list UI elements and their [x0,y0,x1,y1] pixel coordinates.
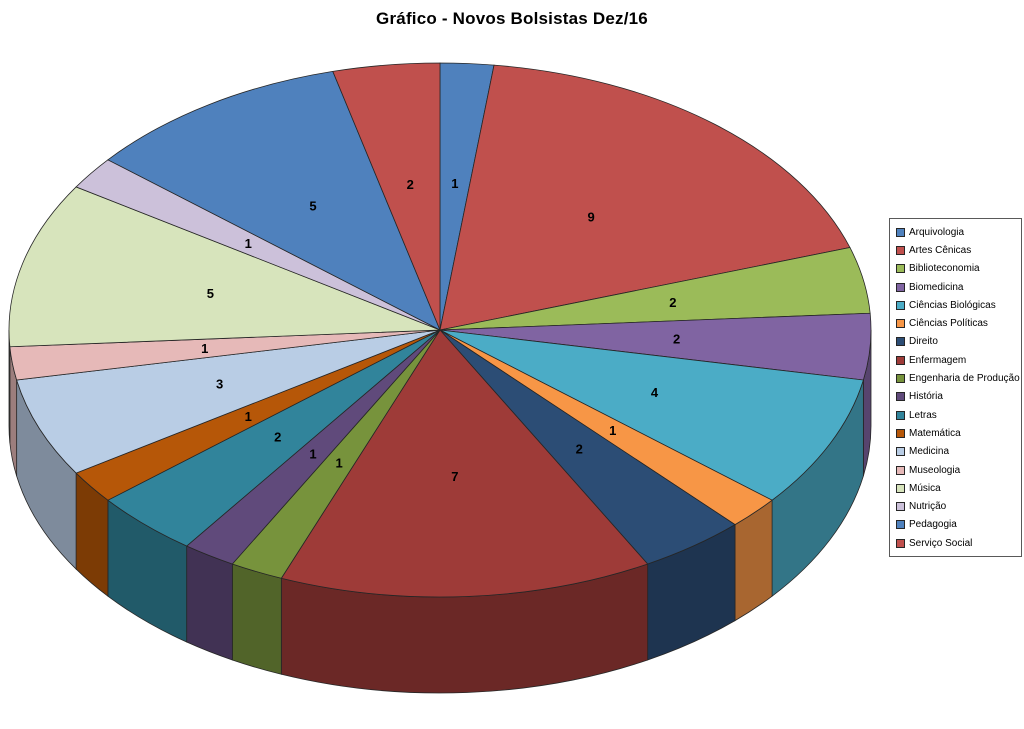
legend-label: Letras [909,409,937,421]
pie-slice[interactable] [107,70,441,331]
pie-data-label: 2 [576,441,583,456]
legend-item[interactable]: Biomedicina [896,278,1019,296]
legend-swatch [896,447,905,457]
legend-label: Direito [909,336,938,348]
pie-data-label: 4 [651,385,659,400]
legend-swatch [896,319,905,329]
legend-swatch [896,337,905,347]
legend-item[interactable]: Engenharia de Produção [896,369,1020,387]
legend-swatch [896,392,905,402]
legend-swatch [896,502,905,512]
pie-data-label: 1 [451,176,458,191]
legend-swatch [896,538,905,548]
pie-data-label: 3 [216,377,223,392]
legend-swatch [896,227,905,237]
legend-swatch [896,465,905,475]
legend-label: Pedagogia [909,519,957,531]
legend-label: Museologia [909,464,961,476]
legend-item[interactable]: Museologia [896,461,1019,479]
legend-label: Matemática [909,427,961,439]
pie-slice[interactable] [16,329,441,474]
legend-item[interactable]: Letras [896,406,1019,424]
legend-label: Arquivologia [909,226,965,238]
legend-swatch [896,282,905,292]
pie-slice[interactable] [8,186,441,348]
pie-data-label: 5 [309,199,316,214]
legend-label: Ciências Políticas [909,318,988,330]
legend-item[interactable]: Artes Cênicas [896,241,1019,259]
pie-data-label: 1 [201,341,208,356]
legend-item[interactable]: Ciências Políticas [896,314,1019,332]
pie-slice-side[interactable] [186,545,233,661]
chart-legend: Arquivologia Artes Cênicas Biblioteconomia… [889,218,1022,558]
legend-item[interactable]: Matemática [896,424,1019,442]
legend-label: Biomedicina [909,281,964,293]
legend-swatch [896,520,905,530]
legend-item[interactable]: Pedagogia [896,516,1019,534]
pie-data-label: 1 [609,423,616,438]
legend-label: História [909,391,943,403]
legend-label: Serviço Social [909,537,973,549]
legend-item[interactable]: História [896,388,1019,406]
pie-data-label: 2 [407,177,414,192]
legend-item[interactable]: Enfermagem [896,351,1019,369]
legend-item[interactable]: Biblioteconomia [896,260,1019,278]
legend-item[interactable]: Direito [896,333,1019,351]
pie-data-label: 2 [669,295,676,310]
legend-item[interactable]: Ciências Biológicas [896,296,1019,314]
legend-label: Engenharia de Produção [909,373,1020,385]
legend-swatch [896,374,905,384]
legend-swatch [896,483,905,493]
legend-label: Artes Cênicas [909,244,972,256]
legend-label: Ciências Biológicas [909,299,996,311]
pie-data-label: 1 [309,447,316,462]
legend-swatch [896,428,905,438]
pie-data-label: 1 [335,455,342,470]
pie-data-label: 1 [245,409,252,424]
legend-swatch [896,264,905,274]
pie-slice[interactable] [439,64,851,331]
legend-label: Música [909,482,941,494]
pie-slice-side[interactable] [231,563,282,675]
legend-item[interactable]: Música [896,479,1019,497]
legend-label: Medicina [909,446,950,458]
pie-data-label: 2 [673,332,680,347]
legend-item[interactable]: Medicina [896,443,1019,461]
legend-label: Biblioteconomia [909,263,980,275]
legend-swatch [896,355,905,365]
pie-data-label: 5 [207,286,214,301]
chart-title: Gráfico - Novos Bolsistas Dez/16 [376,9,648,28]
legend-swatch [896,410,905,420]
legend-swatch [896,300,905,310]
legend-item[interactable]: Arquivologia [896,223,1019,241]
legend-label: Nutrição [909,501,947,513]
legend-item[interactable]: Serviço Social [896,534,1019,552]
legend-item[interactable]: Nutrição [896,497,1019,515]
pie-slice[interactable] [332,62,441,331]
pie-data-label: 7 [451,469,458,484]
pie-slice[interactable] [280,329,649,598]
pie-data-label: 9 [587,209,594,224]
legend-swatch [896,245,905,255]
legend-label: Enfermagem [909,354,967,366]
pie-slice[interactable] [439,329,864,501]
pie-data-label: 1 [245,236,252,251]
pie-data-label: 2 [274,430,281,445]
